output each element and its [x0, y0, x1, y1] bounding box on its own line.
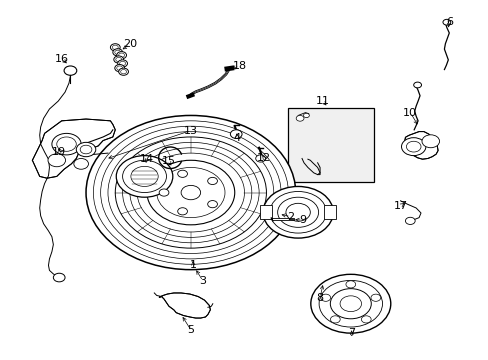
Circle shape [285, 203, 310, 221]
Bar [324, 205, 335, 220]
Circle shape [177, 208, 187, 215]
Circle shape [230, 130, 242, 138]
Circle shape [115, 64, 124, 72]
Circle shape [119, 53, 124, 57]
Text: 12: 12 [256, 153, 270, 163]
Circle shape [74, 158, 88, 169]
Text: 18: 18 [232, 61, 246, 71]
Circle shape [303, 113, 309, 118]
Text: 7: 7 [347, 328, 355, 338]
Text: 6: 6 [445, 17, 452, 27]
Circle shape [207, 201, 217, 208]
Circle shape [310, 274, 390, 333]
Text: 11: 11 [315, 96, 329, 106]
Circle shape [53, 273, 65, 282]
Circle shape [405, 217, 414, 225]
Text: 5: 5 [187, 325, 194, 335]
Polygon shape [404, 132, 437, 159]
Polygon shape [32, 119, 115, 178]
Text: 14: 14 [140, 154, 154, 164]
Text: 13: 13 [183, 126, 198, 135]
Text: 4: 4 [233, 133, 240, 143]
Bar [260, 205, 272, 220]
Circle shape [117, 66, 122, 70]
Circle shape [263, 186, 332, 238]
Circle shape [277, 197, 318, 227]
Circle shape [113, 49, 122, 56]
Text: 9: 9 [299, 215, 306, 225]
Circle shape [76, 142, 96, 157]
Circle shape [406, 141, 420, 152]
Circle shape [330, 316, 340, 323]
Text: 1: 1 [189, 260, 196, 270]
Text: 3: 3 [199, 276, 206, 286]
Text: 20: 20 [122, 40, 137, 49]
Text: 16: 16 [55, 54, 68, 64]
Circle shape [413, 82, 421, 88]
Circle shape [345, 281, 355, 288]
Circle shape [112, 45, 118, 49]
Circle shape [52, 134, 81, 155]
Circle shape [116, 57, 122, 62]
Circle shape [118, 60, 127, 67]
Circle shape [116, 156, 172, 197]
Bar [288, 108, 373, 182]
Circle shape [147, 160, 234, 225]
Circle shape [157, 167, 224, 218]
Circle shape [110, 44, 120, 51]
Circle shape [131, 166, 158, 186]
Circle shape [57, 137, 76, 151]
Circle shape [361, 316, 370, 323]
Circle shape [114, 56, 123, 63]
Circle shape [115, 50, 121, 54]
Circle shape [401, 138, 425, 156]
Circle shape [177, 170, 187, 177]
Circle shape [442, 19, 450, 25]
Circle shape [181, 185, 200, 200]
Circle shape [86, 116, 295, 270]
Circle shape [122, 160, 166, 193]
Text: 10: 10 [403, 108, 416, 118]
Circle shape [207, 177, 217, 185]
Circle shape [421, 135, 439, 148]
Circle shape [269, 192, 326, 233]
Circle shape [320, 294, 330, 301]
Circle shape [296, 116, 304, 121]
Text: 2: 2 [286, 212, 294, 221]
Circle shape [121, 69, 126, 74]
Text: 17: 17 [393, 201, 407, 211]
Circle shape [370, 294, 380, 301]
Circle shape [117, 51, 126, 59]
Circle shape [159, 189, 168, 196]
Text: 8: 8 [316, 293, 323, 303]
Text: 19: 19 [52, 147, 66, 157]
Circle shape [80, 145, 92, 154]
Circle shape [120, 61, 125, 66]
Text: 15: 15 [162, 156, 176, 166]
Circle shape [48, 154, 65, 167]
Polygon shape [159, 293, 210, 318]
Circle shape [330, 289, 370, 319]
Circle shape [339, 296, 361, 312]
Circle shape [119, 68, 128, 75]
Circle shape [255, 155, 265, 162]
Circle shape [319, 280, 382, 327]
Circle shape [64, 66, 77, 75]
